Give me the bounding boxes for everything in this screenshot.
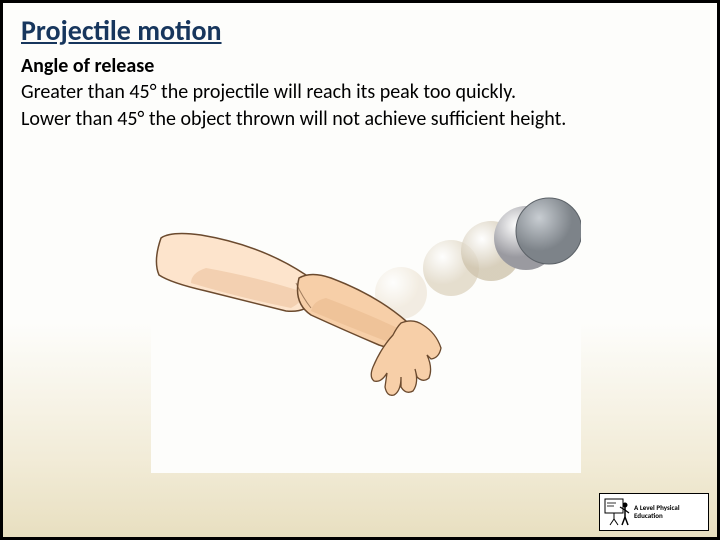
- footer-logo: A Level Physical Education: [599, 493, 709, 531]
- slide-title: Projectile motion: [3, 3, 717, 54]
- illustration-svg: [151, 183, 581, 473]
- footer-label: A Level Physical Education: [634, 504, 704, 519]
- body-line-2: Lower than 45° the object thrown will no…: [3, 107, 717, 134]
- teacher-board-icon: [604, 497, 630, 527]
- body-line-1: Greater than 45° the projectile will rea…: [3, 80, 717, 107]
- arm-throwing-ball-illustration: [151, 183, 581, 473]
- slide-subtitle: Angle of release: [3, 54, 717, 80]
- slide: Projectile motion Angle of release Great…: [0, 0, 720, 540]
